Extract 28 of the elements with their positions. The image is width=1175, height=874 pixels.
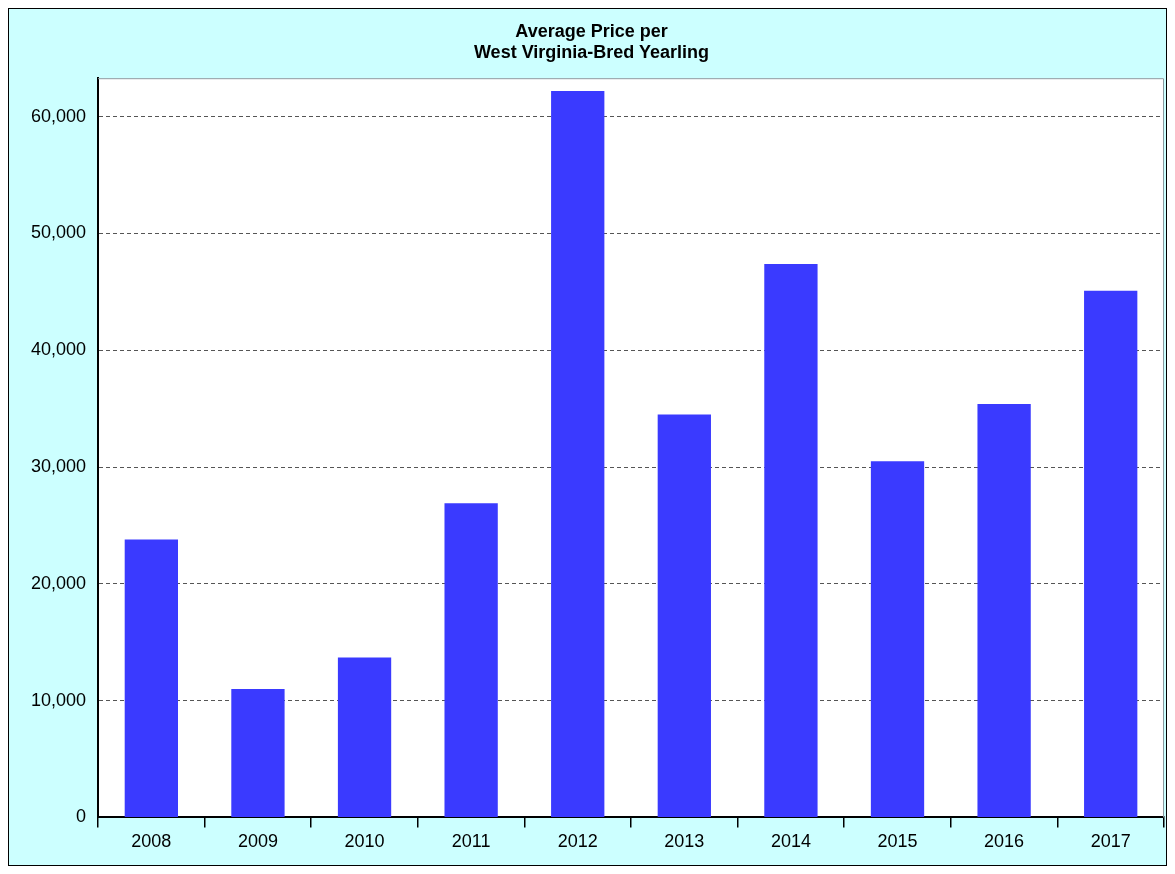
bar xyxy=(870,461,925,817)
bar xyxy=(337,657,392,817)
bar xyxy=(657,414,711,817)
x-tick-label: 2012 xyxy=(557,831,598,852)
bar xyxy=(444,503,498,817)
y-tick-label: 0 xyxy=(76,806,87,827)
y-tick-label: 30,000 xyxy=(30,456,87,477)
y-tick-label: 50,000 xyxy=(30,222,87,243)
x-tick-label: 2008 xyxy=(131,831,172,852)
x-tick-label: 2009 xyxy=(237,831,278,852)
x-tick-label: 2014 xyxy=(770,831,811,852)
y-tick-label: 40,000 xyxy=(30,339,87,360)
y-tick-label: 10,000 xyxy=(30,689,87,710)
bar xyxy=(124,539,178,817)
bar xyxy=(764,263,818,817)
bar xyxy=(551,91,605,817)
chart-title: Average Price per West Virginia-Bred Yearling xyxy=(473,20,710,63)
bar xyxy=(1084,290,1138,817)
x-tick-label: 2016 xyxy=(984,831,1025,852)
x-tick-label: 2015 xyxy=(877,831,918,852)
bar xyxy=(977,404,1031,817)
x-tick-label: 2010 xyxy=(344,831,385,852)
x-tick-label: 2013 xyxy=(664,831,705,852)
x-tick-label: 2011 xyxy=(451,831,491,852)
bar xyxy=(231,688,285,817)
y-tick-label: 20,000 xyxy=(30,572,87,593)
y-tick-label: 60,000 xyxy=(30,105,87,126)
x-tick-label: 2017 xyxy=(1090,831,1131,852)
